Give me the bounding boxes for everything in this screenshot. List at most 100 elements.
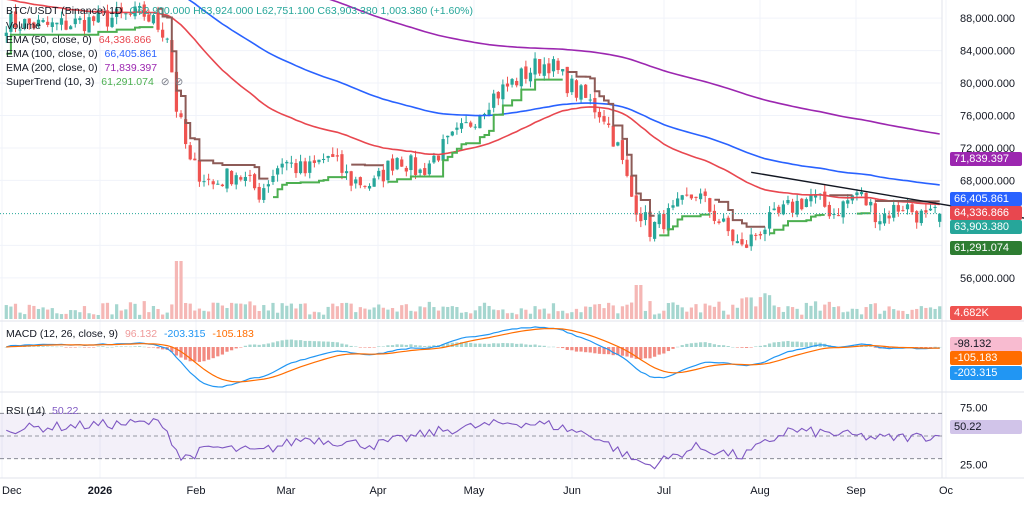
ohlc-values: O62,900.000 H63,924.000 L62,751.100 C63,… [129,5,474,17]
candle-body [436,155,441,161]
candle-body [234,175,238,185]
candle-body [459,123,464,129]
volume-legend[interactable]: Volume [6,20,41,32]
candle-body [147,14,151,22]
volume-bar [487,305,491,319]
candle-body [317,159,321,163]
macd-histogram-bar [790,341,795,347]
volume-bar [515,314,519,319]
macd-histogram-bar [105,346,110,348]
candle-body [694,196,698,198]
volume-bar [685,311,689,319]
symbol-legend[interactable]: BTC/USDT (Binance) 1D O62,900.000 H63,92… [6,5,473,17]
macd-histogram-bar [298,340,303,347]
macd-histogram-bar [565,347,569,350]
macd-histogram-bar [400,344,404,347]
volume-bar [395,311,399,319]
candle-body [579,85,583,100]
candle-body [413,157,418,175]
candle-body [680,195,684,200]
rsi-label: RSI (14) [6,405,46,417]
volume-bar [142,301,146,319]
rsi-legend[interactable]: RSI (14) 50.22 [6,405,78,417]
macd-histogram-bar [36,346,41,347]
macd-histogram-bar [216,347,220,357]
volume-bar [400,305,404,319]
candle-body [128,13,133,15]
candle-body [726,217,730,232]
macd-hist-badge: -98.132 [950,337,1022,351]
macd-histogram-bar [887,347,891,349]
volume-bar [344,302,349,319]
volume-bar [110,314,114,319]
macd-histogram-bar [50,346,54,348]
supertrend-segment [351,163,384,167]
candle-body [547,63,551,74]
macd-histogram-bar [349,345,353,347]
volume-bar [170,304,174,319]
candle-body [487,109,491,116]
volume-bar [202,310,206,319]
macd-histogram-bar [303,340,307,347]
volume-bar [616,313,620,319]
time-tick-label: Feb [187,485,206,497]
candle-body [813,194,818,198]
candle-body [836,215,841,217]
ema100-legend[interactable]: EMA (100, close, 0) 66,405.861 [6,48,157,60]
supertrend-badge: 61,291.074 [950,241,1022,255]
price-tick-label: 80,000.000 [960,78,1015,90]
macd-legend[interactable]: MACD (12, 26, close, 9) 96.132 -203.315 … [6,328,254,340]
candle-body [887,215,891,219]
candle-body [119,7,123,13]
candle-body [446,135,450,138]
macd-line-value: -203.315 [164,328,206,340]
volume-bar [156,309,160,319]
volume-bar [528,313,533,319]
supertrend-legend[interactable]: SuperTrend (10, 3) 61,291.074 ⊘ ⊘ [6,76,183,88]
macd-histogram-bar [772,342,776,347]
rsi-legend-value: 50.22 [52,405,79,417]
macd-histogram-bar [354,346,358,347]
candle-body [170,40,174,73]
volume-bar [643,310,648,319]
candle-body [82,19,87,32]
macd-histogram-bar [864,345,868,347]
candle-body [298,161,303,174]
ema50-legend[interactable]: EMA (50, close, 0) 64,336.866 [6,34,151,46]
supertrend-label: SuperTrend (10, 3) [6,76,95,88]
macd-histogram-bar [643,347,648,359]
volume-bar [23,314,27,319]
time-tick-label: Oc [939,485,954,497]
candle-body [478,115,482,129]
macd-line-badge: -203.315 [950,366,1022,380]
macd-histogram-bar [717,345,721,347]
volume-bar [478,306,482,319]
volume-bar [584,306,588,319]
candle-body [593,98,597,113]
macd-histogram-bar [344,344,349,347]
macd-histogram-bar [285,339,289,347]
macd-histogram-bar [579,347,583,352]
candle-body [786,200,790,204]
candle-body [772,208,776,211]
ema50-value: 64,336.866 [98,34,152,46]
volume-bar [446,306,450,319]
volume-bar [308,314,312,319]
macd-histogram-bar [547,346,551,348]
volume-bar [910,309,914,319]
macd-histogram-bar [492,343,496,347]
candle-body [671,205,675,208]
volume-bar [602,308,606,319]
volume-bar [551,303,556,319]
supertrend-segment [6,26,154,55]
ema200-legend[interactable]: EMA (200, close, 0) 71,839.397 [6,62,157,74]
candle-body [432,155,436,163]
candle-body [110,17,114,27]
candle-body [588,99,592,101]
eye-icon[interactable]: ⊘ [160,76,170,88]
macd-histogram-bar [64,347,68,348]
volume-bar [248,301,252,319]
candle-body [524,66,528,79]
settings-icon[interactable]: ⊘ [174,76,184,88]
